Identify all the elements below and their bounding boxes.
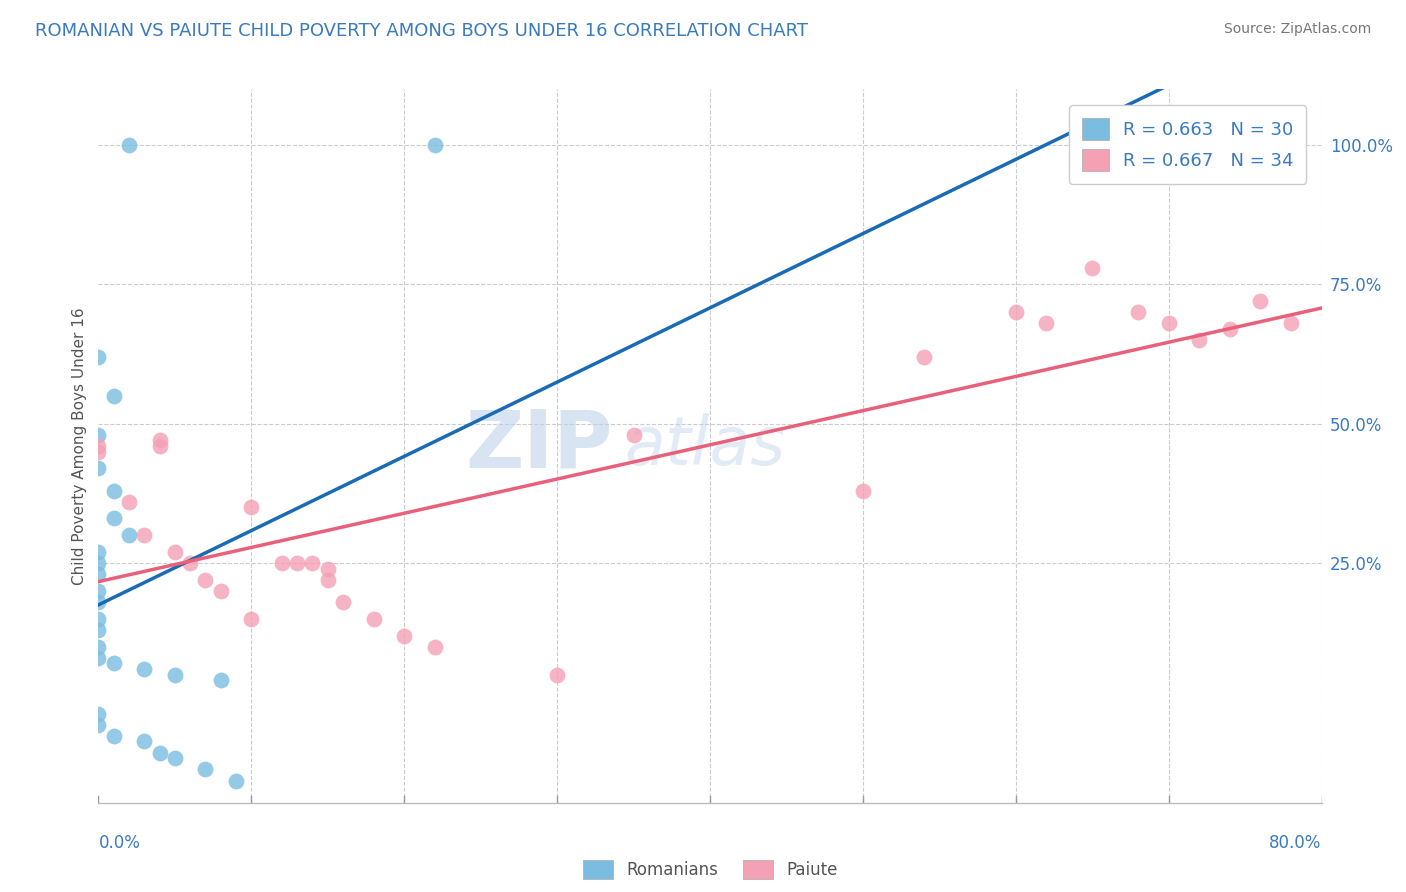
Point bbox=[87, 717, 110, 731]
Text: atlas: atlas bbox=[624, 413, 786, 479]
Point bbox=[1157, 316, 1180, 330]
Point bbox=[423, 138, 446, 153]
Point bbox=[103, 729, 125, 743]
Point bbox=[1249, 293, 1271, 308]
Point bbox=[852, 483, 875, 498]
Point bbox=[87, 461, 110, 475]
Point bbox=[363, 612, 385, 626]
Point bbox=[1081, 260, 1104, 275]
Point bbox=[87, 439, 110, 453]
Point bbox=[285, 556, 308, 570]
Point bbox=[316, 573, 339, 587]
Point bbox=[1279, 316, 1302, 330]
Point bbox=[209, 673, 232, 687]
Point bbox=[270, 556, 292, 570]
Point bbox=[1004, 305, 1026, 319]
Point bbox=[240, 500, 263, 515]
Point bbox=[87, 706, 110, 721]
Point bbox=[87, 567, 110, 582]
Point bbox=[332, 595, 354, 609]
Point bbox=[118, 138, 141, 153]
Y-axis label: Child Poverty Among Boys Under 16: Child Poverty Among Boys Under 16 bbox=[72, 307, 87, 585]
Point bbox=[103, 483, 125, 498]
Point bbox=[87, 640, 110, 654]
Text: 0.0%: 0.0% bbox=[98, 834, 141, 852]
Point bbox=[87, 651, 110, 665]
Point bbox=[87, 556, 110, 570]
Point bbox=[87, 545, 110, 559]
Point bbox=[134, 734, 156, 748]
Point bbox=[179, 556, 201, 570]
Point bbox=[87, 428, 110, 442]
Point bbox=[87, 350, 110, 364]
Point bbox=[209, 583, 232, 598]
Point bbox=[194, 762, 217, 776]
Point bbox=[87, 595, 110, 609]
Point bbox=[87, 612, 110, 626]
Point bbox=[134, 528, 156, 542]
Point bbox=[1219, 322, 1241, 336]
Point bbox=[1188, 333, 1211, 347]
Point bbox=[194, 573, 217, 587]
Point bbox=[103, 511, 125, 525]
Point bbox=[1128, 305, 1150, 319]
Point bbox=[301, 556, 323, 570]
Point bbox=[163, 545, 186, 559]
Point bbox=[912, 350, 935, 364]
Point bbox=[87, 583, 110, 598]
Legend: Romanians, Paiute: Romanians, Paiute bbox=[574, 851, 846, 888]
Text: ROMANIAN VS PAIUTE CHILD POVERTY AMONG BOYS UNDER 16 CORRELATION CHART: ROMANIAN VS PAIUTE CHILD POVERTY AMONG B… bbox=[35, 22, 808, 40]
Point bbox=[149, 746, 172, 760]
Point bbox=[103, 657, 125, 671]
Point bbox=[118, 528, 141, 542]
Point bbox=[118, 494, 141, 508]
Point bbox=[163, 667, 186, 681]
Point bbox=[163, 751, 186, 765]
Point bbox=[149, 434, 172, 448]
Point bbox=[423, 640, 446, 654]
Point bbox=[225, 773, 247, 788]
Point bbox=[392, 628, 416, 642]
Point bbox=[623, 428, 645, 442]
Point bbox=[1035, 316, 1057, 330]
Point bbox=[240, 612, 263, 626]
Text: Source: ZipAtlas.com: Source: ZipAtlas.com bbox=[1223, 22, 1371, 37]
Point bbox=[103, 389, 125, 403]
Point bbox=[134, 662, 156, 676]
Point bbox=[87, 444, 110, 458]
Point bbox=[149, 439, 172, 453]
Point bbox=[87, 623, 110, 637]
Text: ZIP: ZIP bbox=[465, 407, 612, 485]
Point bbox=[316, 562, 339, 576]
Point bbox=[546, 667, 568, 681]
Text: 80.0%: 80.0% bbox=[1270, 834, 1322, 852]
